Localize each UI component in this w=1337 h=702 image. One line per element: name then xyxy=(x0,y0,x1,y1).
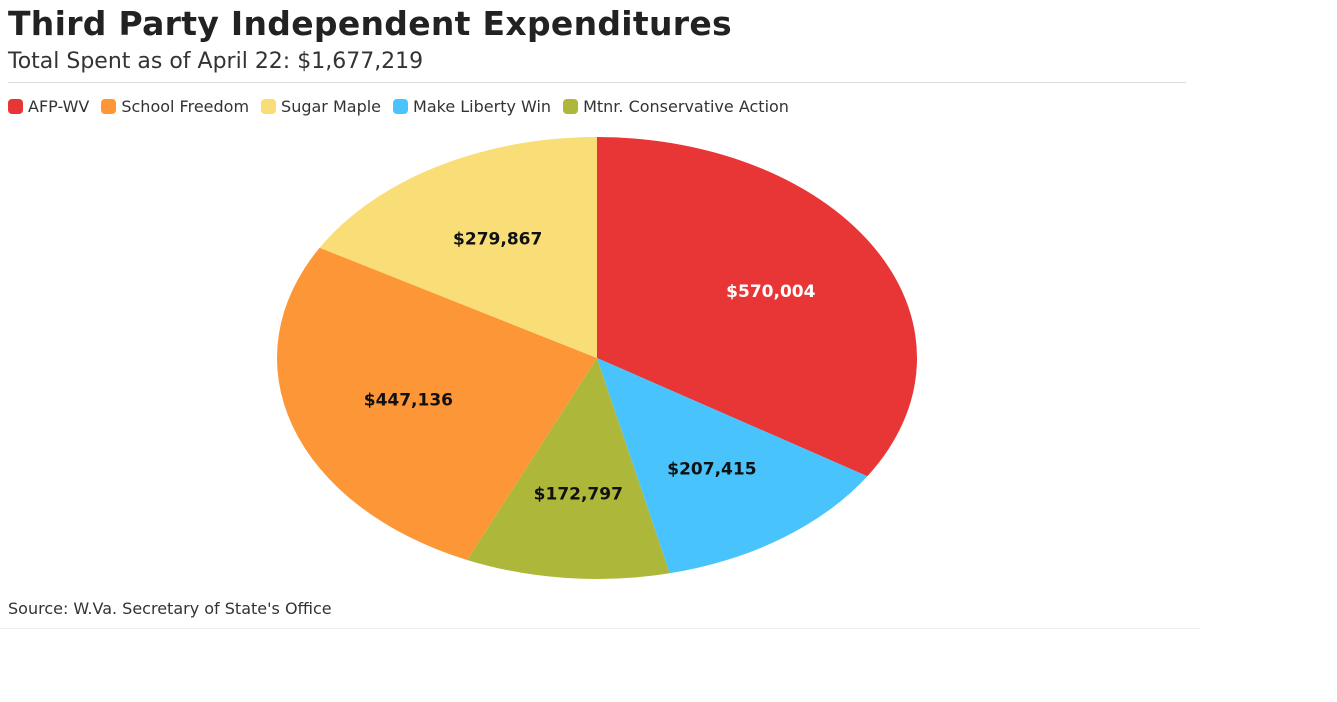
slice-value-label: $172,797 xyxy=(534,484,623,504)
pie-slice-afp-wv xyxy=(597,137,918,477)
legend-item-sugar-maple: Sugar Maple xyxy=(261,97,381,116)
legend-item-afp-wv: AFP-WV xyxy=(8,97,89,116)
footer-divider xyxy=(0,628,1200,629)
pie-slice-school-freedom xyxy=(276,247,597,560)
chart-subtitle: Total Spent as of April 22: $1,677,219 xyxy=(8,49,424,74)
legend-swatch xyxy=(8,99,23,114)
legend-item-mtnr-conservative-action: Mtnr. Conservative Action xyxy=(563,97,789,116)
slice-value-label: $447,136 xyxy=(364,390,453,410)
legend-label: Make Liberty Win xyxy=(413,97,552,116)
legend-label: Sugar Maple xyxy=(281,97,382,116)
pie-slice-make-liberty-win xyxy=(597,358,868,574)
slice-value-label: $570,004 xyxy=(726,282,815,302)
legend-label: School Freedom xyxy=(121,97,250,116)
pie-slice-sugar-maple xyxy=(319,137,597,358)
legend: AFP-WV School Freedom Sugar Maple Make L… xyxy=(8,97,801,116)
legend-item-make-liberty-win: Make Liberty Win xyxy=(393,97,551,116)
chart-container: Third Party Independent Expenditures Tot… xyxy=(0,4,1200,629)
slice-value-label: $279,867 xyxy=(453,229,542,249)
header-divider xyxy=(8,82,1186,83)
legend-swatch xyxy=(101,99,117,114)
legend-label: AFP-WV xyxy=(28,97,90,116)
pie-slice-mtnr-conservative-action xyxy=(467,358,670,579)
pie-chart: $570,004 $207,415 $172,797 $447,136 $279,867 xyxy=(276,137,918,579)
legend-swatch xyxy=(393,99,409,114)
legend-swatch xyxy=(261,99,277,114)
slice-value-label: $207,415 xyxy=(667,460,756,480)
chart-title: Third Party Independent Expenditures xyxy=(8,4,732,43)
legend-item-school-freedom: School Freedom xyxy=(101,97,249,116)
source-note: Source: W.Va. Secretary of State's Offic… xyxy=(8,599,332,618)
legend-label: Mtnr. Conservative Action xyxy=(583,97,789,116)
legend-swatch xyxy=(563,99,579,114)
